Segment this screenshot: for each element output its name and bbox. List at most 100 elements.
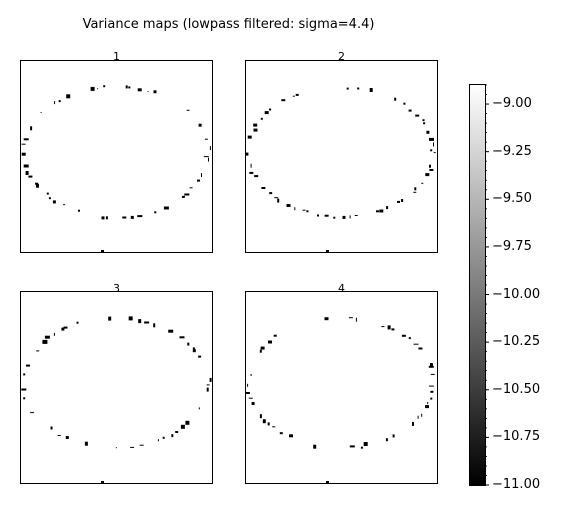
low-variance-speckle [247, 135, 252, 139]
low-variance-speckle [429, 164, 431, 168]
low-variance-speckle [23, 397, 26, 400]
low-variance-speckle [269, 192, 273, 195]
low-variance-speckle [138, 319, 142, 324]
low-variance-speckle [428, 385, 434, 387]
low-variance-speckle [413, 343, 419, 345]
low-variance-speckle [267, 422, 270, 426]
low-variance-speckle [274, 197, 279, 199]
low-variance-speckle [180, 424, 185, 429]
low-variance-speckle [430, 373, 435, 375]
colorbar-tick-label: −9.25 [492, 143, 532, 159]
low-variance-speckle [42, 339, 48, 344]
low-variance-speckle [44, 335, 50, 339]
low-variance-speckle [139, 444, 144, 446]
low-variance-speckle [187, 342, 190, 346]
low-variance-speckle [153, 323, 156, 328]
low-variance-speckle [198, 407, 200, 410]
colorbar-tick-label: −10.00 [492, 286, 541, 302]
low-variance-speckle [203, 156, 209, 158]
low-variance-speckle [355, 317, 357, 322]
variance-map-2 [246, 87, 436, 252]
low-variance-speckle [426, 130, 430, 134]
low-variance-speckle [209, 377, 212, 382]
low-variance-speckle [250, 163, 252, 168]
low-variance-speckle [381, 326, 385, 328]
panel-4 [245, 291, 438, 484]
low-variance-speckle [128, 316, 133, 321]
low-variance-speckle [208, 157, 209, 162]
low-variance-speckle [61, 327, 65, 331]
colorbar-tick-label: −9.75 [492, 238, 532, 254]
low-variance-speckle [292, 95, 295, 97]
low-variance-speckle [78, 209, 80, 212]
low-variance-speckle [264, 111, 269, 115]
low-variance-speckle [357, 87, 360, 90]
low-variance-speckle [430, 397, 433, 400]
low-variance-speckle [253, 123, 258, 127]
low-variance-speckle [84, 441, 88, 446]
low-variance-speckle [21, 388, 27, 391]
low-variance-speckle [385, 438, 388, 442]
low-variance-speckle [349, 445, 355, 448]
low-variance-speckle [130, 215, 134, 219]
low-variance-speckle [28, 175, 33, 178]
low-variance-speckle [192, 349, 196, 353]
low-variance-speckle [23, 164, 29, 168]
low-variance-speckle [101, 481, 104, 483]
low-variance-speckle [179, 336, 185, 339]
low-variance-speckle [76, 321, 79, 324]
colorbar-tick-label: −10.75 [492, 429, 541, 445]
panel-title-1: 1 [113, 50, 120, 63]
low-variance-speckle [433, 142, 434, 147]
low-variance-speckle [262, 419, 266, 424]
low-variance-speckle [103, 85, 106, 88]
low-variance-speckle [421, 413, 423, 417]
low-variance-speckle [209, 146, 211, 151]
low-variance-speckle [181, 195, 185, 198]
low-variance-speckle [63, 204, 66, 206]
low-variance-speckle [144, 321, 150, 324]
low-variance-speckle [108, 316, 112, 321]
low-variance-speckle [66, 94, 71, 99]
low-variance-speckle [198, 123, 202, 127]
low-variance-speckle [429, 169, 434, 171]
low-variance-speckle [185, 420, 190, 425]
low-variance-speckle [394, 97, 397, 101]
low-variance-speckle [326, 481, 329, 483]
colorbar-tick-label: −9.00 [492, 96, 532, 112]
variance-map-4 [246, 317, 435, 483]
low-variance-speckle [201, 173, 202, 178]
low-variance-speckle [65, 436, 69, 439]
low-variance-speckle [204, 138, 208, 140]
low-variance-speckle [153, 90, 157, 94]
colorbar-tick-label: −10.25 [492, 334, 541, 350]
low-variance-speckle [277, 198, 280, 203]
low-variance-speckle [268, 340, 272, 344]
low-variance-speckle [273, 334, 277, 337]
low-variance-speckle [313, 444, 317, 449]
low-variance-speckle [403, 102, 406, 105]
low-variance-speckle [430, 390, 434, 393]
low-variance-speckle [418, 347, 423, 350]
low-variance-speckle [125, 85, 128, 89]
low-variance-speckle [21, 152, 26, 156]
low-variance-speckle [386, 206, 389, 210]
low-variance-speckle [163, 206, 169, 210]
low-variance-speckle [206, 384, 210, 386]
low-variance-speckle [25, 171, 29, 175]
low-variance-speckle [414, 187, 417, 191]
low-variance-speckle [115, 447, 117, 449]
low-variance-speckle [97, 88, 99, 90]
low-variance-speckle [433, 152, 436, 154]
low-variance-speckle [333, 216, 336, 219]
low-variance-speckle [26, 364, 30, 367]
panel-title-3: 3 [113, 282, 120, 295]
low-variance-speckle [317, 214, 319, 217]
low-variance-speckle [247, 383, 249, 387]
low-variance-speckle [363, 442, 368, 446]
low-variance-speckle [90, 86, 95, 91]
low-variance-speckle [281, 99, 286, 102]
low-variance-speckle [162, 436, 165, 439]
low-variance-speckle [369, 88, 373, 92]
figure-title: Variance maps (lowpass filtered: sigma=4… [82, 17, 375, 32]
